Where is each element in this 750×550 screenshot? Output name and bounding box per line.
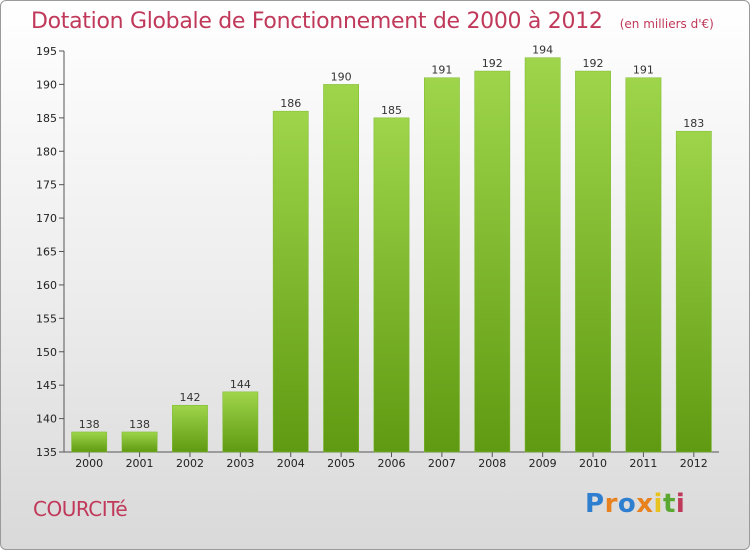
chart-title: Dotation Globale de Fonctionnement de 20… [31,9,603,34]
y-tick-label: 155 [36,312,57,325]
y-axis: 135 140 145 150 155 160 165 170 175 180 185 190 195 [36,45,65,459]
bar-value-label: 144 [230,378,251,391]
bar-value-label: 194 [532,44,553,57]
bars [71,57,712,453]
logo-letter: t [662,489,676,519]
bar [575,70,611,453]
x-tick-label: 2000 [75,457,103,470]
logo-letter: o [617,489,637,519]
bar [524,57,561,453]
bar [424,77,460,453]
y-tick-label: 180 [36,145,57,158]
x-tick-label: 2008 [478,457,506,470]
logo-letter: x [636,489,654,519]
bar-value-label: 185 [381,104,402,117]
y-tick-label: 185 [36,112,57,125]
y-tick-label: 160 [36,279,57,292]
x-axis: 2000 2001 2002 2003 2004 2005 2006 2007 2008 2009… [64,451,719,470]
x-tick-label: 2009 [529,457,557,470]
y-tick-label: 135 [36,446,57,459]
logo-letter: r [604,489,618,519]
x-tick-label: 2006 [378,457,406,470]
chart-unit-label: (en milliers d'€) [619,17,714,31]
x-tick-label: 2011 [629,457,657,470]
bar [625,77,662,453]
bar-value-label: 191 [431,64,452,77]
y-tick-label: 175 [36,179,57,192]
value-labels: 138 138 142 144 186 190 185 191 192 194 192 191 183 [79,44,705,431]
y-tick-label: 170 [36,212,57,225]
x-tick-label: 2007 [428,457,456,470]
y-tick-label: 190 [36,78,57,91]
bar [222,391,259,453]
bar-value-label: 192 [583,57,604,70]
bar [675,130,712,453]
bar [323,84,360,453]
x-tick-label: 2003 [226,457,254,470]
y-tick-label: 165 [36,246,57,259]
x-tick-label: 2001 [126,457,154,470]
bar [121,431,158,453]
bar [172,404,208,453]
bar-value-label: 192 [482,57,503,70]
x-tick-label: 2005 [327,457,355,470]
bar-value-label: 138 [79,418,100,431]
bar [373,117,410,453]
x-tick-label: 2004 [277,457,305,470]
x-tick-label: 2012 [680,457,708,470]
bar-value-label: 186 [280,97,301,110]
y-tick-label: 140 [36,413,57,426]
x-tick-label: 2010 [579,457,607,470]
bar-value-label: 142 [179,391,200,404]
logo-letter: i [675,489,686,519]
bar-value-label: 183 [683,117,704,130]
bar [71,431,108,453]
logo-letter: i [653,489,663,519]
y-tick-label: 150 [36,346,57,359]
proxiti-logo: Proxiti [585,489,685,519]
logo-letter: P [585,489,605,519]
bar-value-label: 190 [331,70,352,83]
chart-title-group: Dotation Globale de Fonctionnement de 20… [31,9,714,34]
y-tick-label: 145 [36,379,57,392]
y-tick-label: 195 [36,45,57,58]
x-tick-label: 2002 [176,457,204,470]
bar-value-label: 138 [129,418,150,431]
bar-value-label: 191 [633,64,654,77]
bar [474,70,511,453]
commune-name: COURCITé [33,497,128,521]
bar [272,110,309,453]
